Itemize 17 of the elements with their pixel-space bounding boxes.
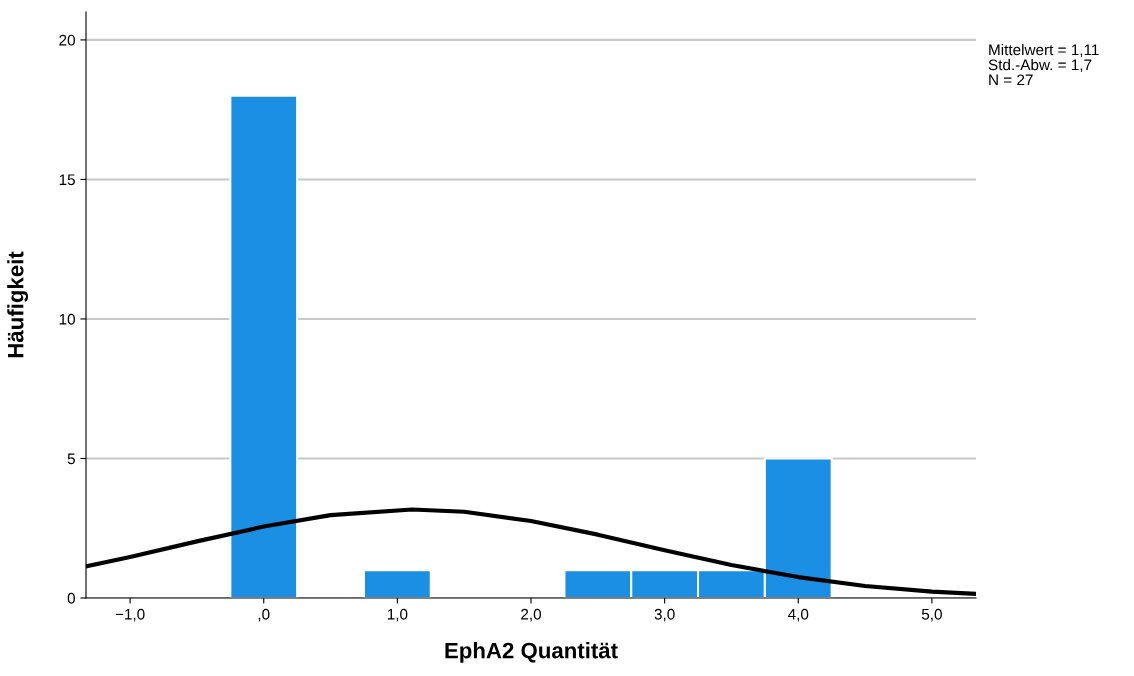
y-tick-label: 10 — [59, 313, 75, 325]
y-tick-label: 5 — [67, 453, 75, 465]
y-tick-label: 0 — [67, 592, 75, 604]
x-tick-label: 1,0 — [387, 608, 408, 622]
y-tick-label: 20 — [59, 34, 75, 46]
text: Mittelwert = 1,11 — [989, 44, 1099, 58]
x-tick-label: 3,0 — [654, 608, 675, 622]
x-tick-label: 4,0 — [788, 608, 809, 622]
y-tick-label: 15 — [59, 174, 75, 186]
x-tick-label: 5,0 — [921, 608, 942, 622]
x-tick-label: 2,0 — [521, 608, 542, 622]
text: N = 27 — [989, 74, 1033, 86]
text: Std.-Abw. = 1,7 — [988, 59, 1092, 73]
x-axis-title: EphA2 Quantität — [445, 642, 618, 663]
x-tick-label: ,0 — [258, 608, 270, 622]
x-tick-label: −1,0 — [115, 608, 145, 622]
y-axis-title: Häufigkeit — [7, 251, 29, 358]
